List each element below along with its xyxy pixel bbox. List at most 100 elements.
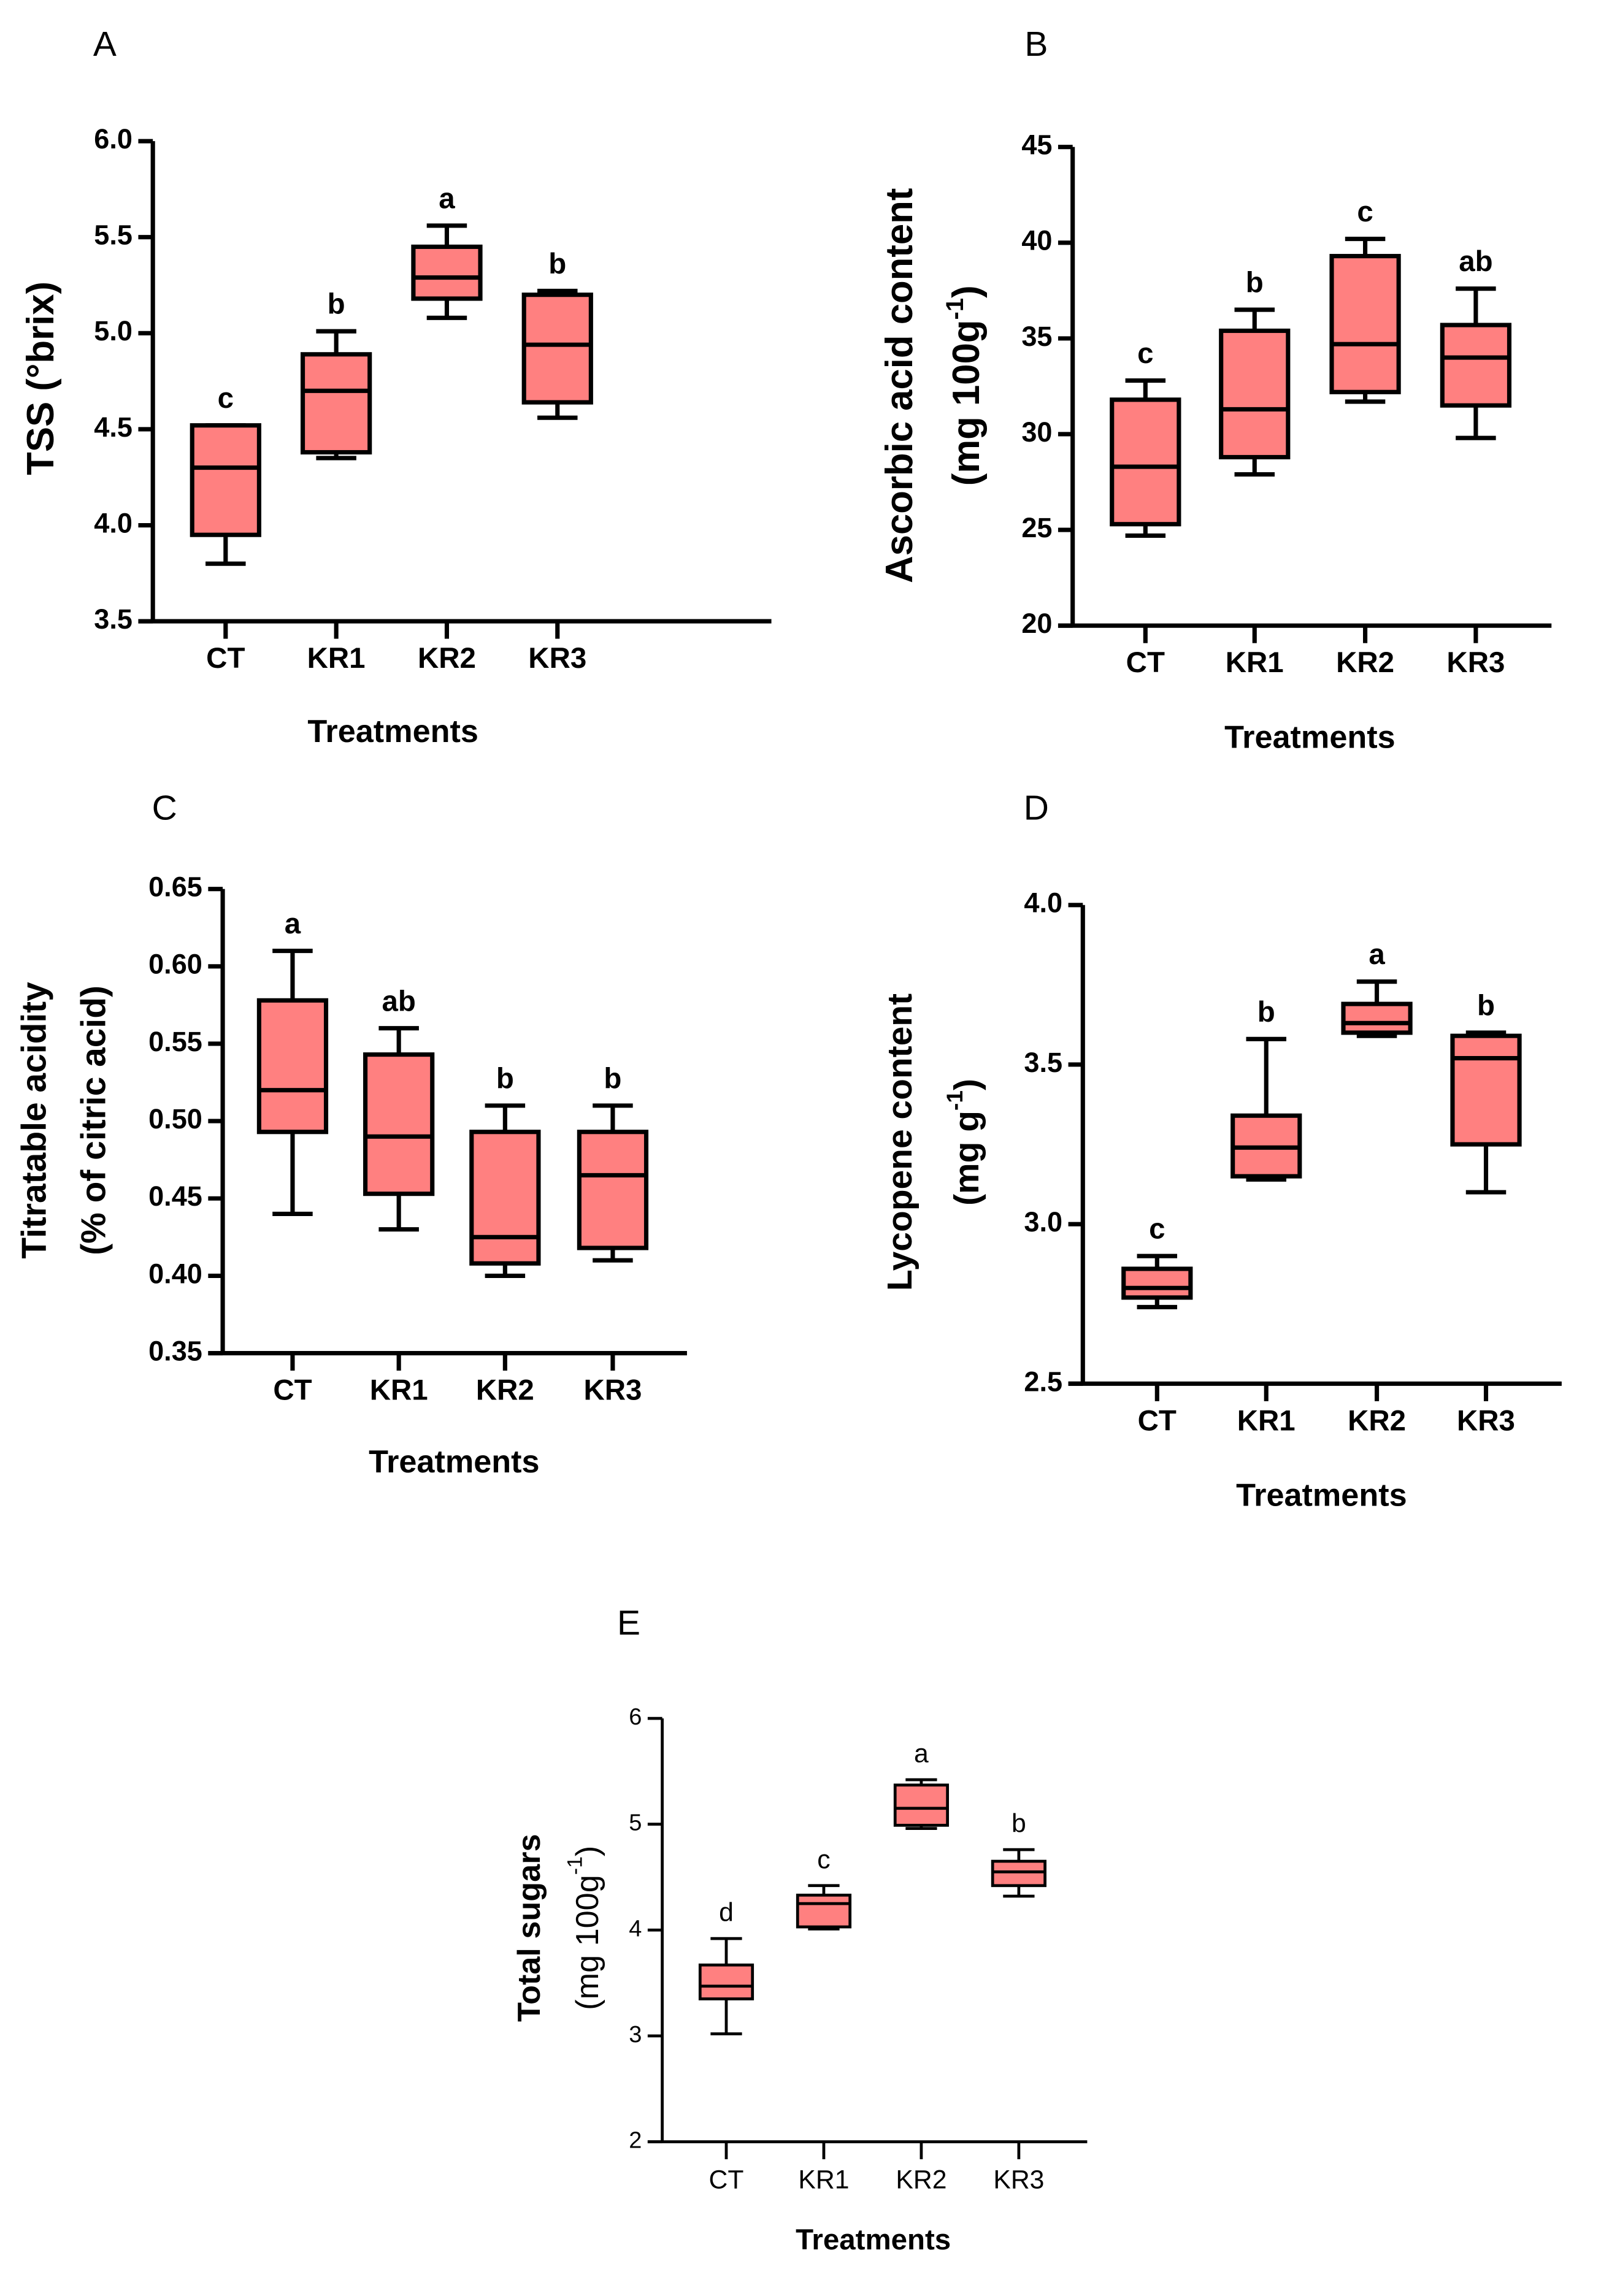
box-kr2: a	[411, 182, 483, 320]
y-tick-label: 35	[1021, 321, 1052, 352]
x-tick-label: CT	[709, 2165, 744, 2194]
y-tick-label: 20	[1021, 608, 1052, 639]
y-tick-label: 0.60	[148, 949, 202, 980]
significance-letter: c	[218, 382, 234, 415]
box-kr3: ab	[1440, 245, 1512, 440]
y-tick-label: 2	[629, 2128, 642, 2154]
significance-letter: a	[439, 182, 455, 215]
x-axis-title: Treatments	[369, 1444, 539, 1480]
x-tick-label: CT	[273, 1374, 312, 1406]
significance-letter: c	[1149, 1213, 1165, 1246]
y-tick-label: 0.55	[148, 1026, 202, 1057]
y-axis-title-text: (mg g	[947, 1111, 986, 1206]
panel-d: D 2.5 3.0 3.5 4.0 CT c KR1 b KR2 a KR3 b Treatments Ly…	[880, 789, 1562, 1513]
y-tick-label: 5.5	[94, 220, 132, 251]
x-tick-label: KR2	[418, 642, 476, 675]
box-kr1: b	[1231, 996, 1302, 1182]
x-tick-label: KR1	[1237, 1404, 1296, 1437]
y-tick-label: 4	[629, 1916, 642, 1942]
box-kr2: a	[893, 1739, 950, 1830]
significance-letter: b	[1012, 1809, 1026, 1839]
panel-b: B 20 25 30 35 40 45 CT c KR1 b KR2 c KR3 ab Treatments A…	[878, 25, 1552, 756]
box-iqr	[1440, 323, 1512, 408]
y-axis-title-superscript: -1	[564, 1856, 587, 1875]
panel-letter: C	[152, 789, 177, 828]
box-kr1: b	[1219, 267, 1291, 477]
y-axis-title-text: TSS (°brix)	[20, 281, 63, 475]
box-ct: d	[698, 1898, 754, 2035]
x-tick-label: CT	[1126, 646, 1165, 679]
box-iqr	[1110, 397, 1181, 527]
significance-letter: b	[1246, 267, 1264, 299]
x-tick-label: KR3	[583, 1374, 642, 1406]
panel-letter: A	[93, 25, 117, 64]
panel-letter: B	[1024, 25, 1048, 64]
y-tick-label: 45	[1021, 129, 1052, 161]
box-iqr	[698, 1963, 754, 2000]
y-tick-label: 0.65	[148, 871, 202, 903]
significance-letter: a	[285, 908, 301, 940]
x-axis-title: Treatments	[796, 2224, 951, 2256]
significance-letter: b	[548, 248, 566, 280]
y-tick-label: 6	[629, 1704, 642, 1730]
y-tick-label: 30	[1021, 416, 1052, 448]
box-iqr	[469, 1130, 541, 1266]
box-iqr	[893, 1783, 950, 1827]
box-kr1: ab	[363, 985, 435, 1232]
y-axis-title: Lycopene content	[880, 993, 920, 1291]
panel-letter: E	[617, 1603, 640, 1642]
y-axis-title: Total sugars	[512, 1834, 547, 2022]
panel-c: C 0.35 0.40 0.45 0.50 0.55 0.60 0.65 CT a KR1 ab KR2…	[14, 789, 687, 1480]
y-axis-title-text: Titratable acidity	[14, 982, 53, 1259]
y-axis-title-text: Lycopene content	[880, 993, 920, 1291]
box-kr2: a	[1341, 938, 1413, 1038]
x-tick-label: KR1	[370, 1374, 428, 1406]
x-axis-title: Treatments	[307, 714, 478, 749]
x-tick-label: KR2	[1336, 646, 1394, 679]
y-axis-title-suffix: )	[947, 1079, 986, 1090]
y-axis-title: Titratable acidity	[14, 982, 53, 1259]
y-tick-label: 4.0	[1024, 887, 1062, 919]
x-tick-label: KR3	[1457, 1404, 1515, 1437]
y-axis-title-suffix: )	[570, 1846, 605, 1856]
significance-letter: b	[604, 1062, 621, 1095]
x-tick-label: KR3	[1446, 646, 1505, 679]
box-kr1: b	[301, 288, 372, 461]
y-axis-title-suffix: )	[946, 285, 988, 298]
y-axis-title: (mg 100g-1)	[564, 1846, 605, 2010]
y-axis-title-text: Ascorbic acid content	[878, 188, 921, 583]
panel-e: E 2 3 4 5 6 CT d KR1 c KR2 a KR3 b Treatments Total sug…	[512, 1603, 1088, 2256]
box-ct: c	[1110, 337, 1181, 538]
y-tick-label: 2.5	[1024, 1366, 1062, 1397]
box-iqr	[991, 1859, 1046, 1888]
significance-letter: b	[1257, 996, 1275, 1028]
box-kr2: b	[469, 1062, 541, 1278]
y-axis-title: Ascorbic acid content	[878, 188, 921, 583]
significance-letter: b	[496, 1062, 514, 1095]
x-axis-title: Treatments	[1236, 1478, 1407, 1513]
box-iqr	[256, 998, 329, 1135]
box-kr3: b	[521, 248, 593, 420]
y-tick-label: 0.40	[148, 1258, 202, 1289]
x-tick-label: KR1	[307, 642, 366, 675]
box-kr3: b	[577, 1062, 649, 1263]
box-ct: c	[190, 382, 261, 566]
x-tick-label: CT	[1138, 1404, 1177, 1437]
x-tick-label: KR2	[896, 2165, 946, 2194]
significance-letter: ab	[382, 985, 415, 1017]
x-tick-label: KR1	[1226, 646, 1284, 679]
y-tick-label: 3.5	[94, 603, 132, 635]
y-axis-title-text: Total sugars	[512, 1834, 547, 2022]
y-axis-title-text: (mg 100g	[946, 320, 988, 486]
y-tick-label: 0.35	[148, 1335, 202, 1366]
y-tick-label: 6.0	[94, 123, 132, 155]
y-tick-label: 5	[629, 1810, 642, 1836]
box-kr3: b	[991, 1809, 1046, 1898]
box-ct: c	[1121, 1213, 1193, 1310]
box-iqr	[301, 352, 372, 455]
box-kr1: c	[796, 1845, 852, 1931]
box-ct: a	[256, 908, 329, 1217]
significance-letter: c	[1357, 196, 1373, 228]
y-axis-title-text: (mg 100g	[570, 1875, 605, 2010]
significance-letter: d	[719, 1898, 734, 1927]
